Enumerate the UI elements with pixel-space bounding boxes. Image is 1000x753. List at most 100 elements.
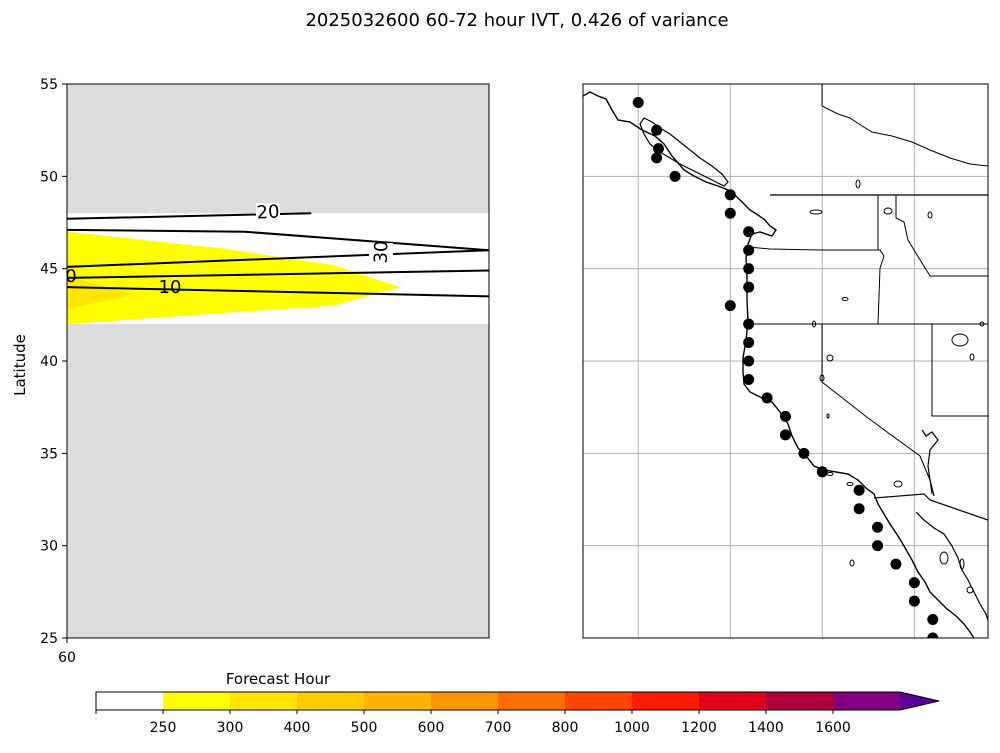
station-point <box>743 226 755 238</box>
colorbar-tick-label: 300 <box>217 720 244 736</box>
coastline <box>583 91 975 638</box>
az-ca-border <box>929 479 933 495</box>
colorbar-outline <box>95 691 940 711</box>
contour-label-bg <box>256 203 280 221</box>
colorbar-tick-label: 1400 <box>748 720 784 736</box>
station-point <box>743 337 755 349</box>
station-point <box>651 152 663 164</box>
station-point <box>724 207 736 219</box>
colorbar-label: Forecast Hour <box>226 670 331 688</box>
left-y-axis: 25 30 35 40 45 50 55 <box>40 77 67 647</box>
y-tick-label: 30 <box>40 539 58 555</box>
station-point <box>780 429 791 441</box>
station-point <box>927 632 939 638</box>
station-point <box>724 300 736 312</box>
y-tick-label: 40 <box>40 354 58 370</box>
figure-title: 2025032600 60-72 hour IVT, 0.426 of vari… <box>305 10 728 31</box>
left-panel: 20 30 0 10 25 30 35 40 45 50 55 60 Latitude <box>11 77 490 666</box>
station-point <box>780 410 791 422</box>
lake <box>927 211 933 219</box>
station-point <box>652 143 664 155</box>
island <box>959 558 965 570</box>
great-salt-lake <box>951 333 969 347</box>
station-point <box>853 503 865 515</box>
y-tick-label: 35 <box>40 446 58 462</box>
filled-region-300 <box>67 276 134 310</box>
colorbar-cell <box>230 692 297 710</box>
baja-east-coast <box>921 429 939 497</box>
island <box>846 482 854 486</box>
us-mexico-border <box>873 493 988 521</box>
station-point <box>632 96 644 108</box>
colorbar-cell <box>565 692 632 710</box>
contour-line-10 <box>67 286 489 298</box>
island <box>939 551 949 565</box>
colorbar-cell <box>699 692 766 710</box>
colorbar-cells <box>95 691 940 711</box>
station-points <box>632 96 939 638</box>
colorbar-cell <box>96 692 163 710</box>
colorbar-tick-label: 1600 <box>815 720 851 736</box>
colorbar-cell <box>163 692 230 710</box>
y-tick-label: 50 <box>40 169 58 185</box>
map-frame <box>582 83 989 639</box>
lake <box>855 179 861 189</box>
y-tick-label: 55 <box>40 77 58 93</box>
colorbar-tick-label: 250 <box>150 720 177 736</box>
lake-tahoe <box>826 354 834 362</box>
canada-interior-border <box>821 84 988 167</box>
filled-region-250 <box>67 231 401 325</box>
colorbar-cell <box>364 692 431 710</box>
colorbar-cell <box>833 692 900 710</box>
left-panel-background <box>67 84 489 638</box>
lake <box>812 320 816 328</box>
id-mt-border <box>895 195 988 277</box>
island <box>826 413 830 419</box>
station-point <box>743 355 755 367</box>
station-point <box>669 170 681 182</box>
contour-label-20: 20 <box>256 201 280 223</box>
colorbar-cell <box>766 692 833 710</box>
salton-sea <box>893 480 903 488</box>
x-tick-label: 60 <box>58 650 76 666</box>
station-point <box>743 244 755 256</box>
lake <box>883 207 893 215</box>
colorbar-cell <box>297 692 364 710</box>
contour-label-0: 0 <box>65 266 76 287</box>
island <box>966 586 974 594</box>
wa-or-border <box>747 246 885 269</box>
station-point <box>816 466 828 478</box>
station-point <box>872 521 884 533</box>
colorbar-tick-label: 500 <box>351 720 378 736</box>
ca-nv-border <box>821 324 931 481</box>
colorbar-cell <box>431 692 498 710</box>
id-or-border <box>877 267 881 325</box>
station-point <box>743 281 755 293</box>
island <box>849 559 855 567</box>
nv-ut-border <box>931 324 988 417</box>
y-tick-label: 25 <box>40 631 58 647</box>
colorbar-ticks: 250 300 400 500 600 700 800 1000 1200 1400 1600 <box>95 710 851 736</box>
station-point <box>651 124 663 136</box>
y-tick-label: 45 <box>40 262 58 278</box>
station-point <box>743 263 755 275</box>
station-point <box>743 318 755 330</box>
colorbar-tick-label: 700 <box>485 720 512 736</box>
contour-label-10: 10 <box>159 277 182 298</box>
right-panel-map <box>582 83 989 639</box>
station-point <box>724 189 736 201</box>
colorbar-tick-label: 600 <box>418 720 445 736</box>
lake <box>809 209 823 215</box>
colorbar-tick-label: 1200 <box>681 720 717 736</box>
colorbar-tick-label: 800 <box>552 720 579 736</box>
contour-line-0 <box>67 269 489 279</box>
colorbar-tick-label: 400 <box>284 720 311 736</box>
lake <box>841 297 849 301</box>
colorbar-tick-label: 1000 <box>614 720 650 736</box>
station-point <box>743 373 755 385</box>
left-x-axis: 60 <box>58 638 76 666</box>
colorbar-cell <box>498 692 565 710</box>
station-point <box>853 484 865 496</box>
contour-line-30 <box>67 228 489 268</box>
